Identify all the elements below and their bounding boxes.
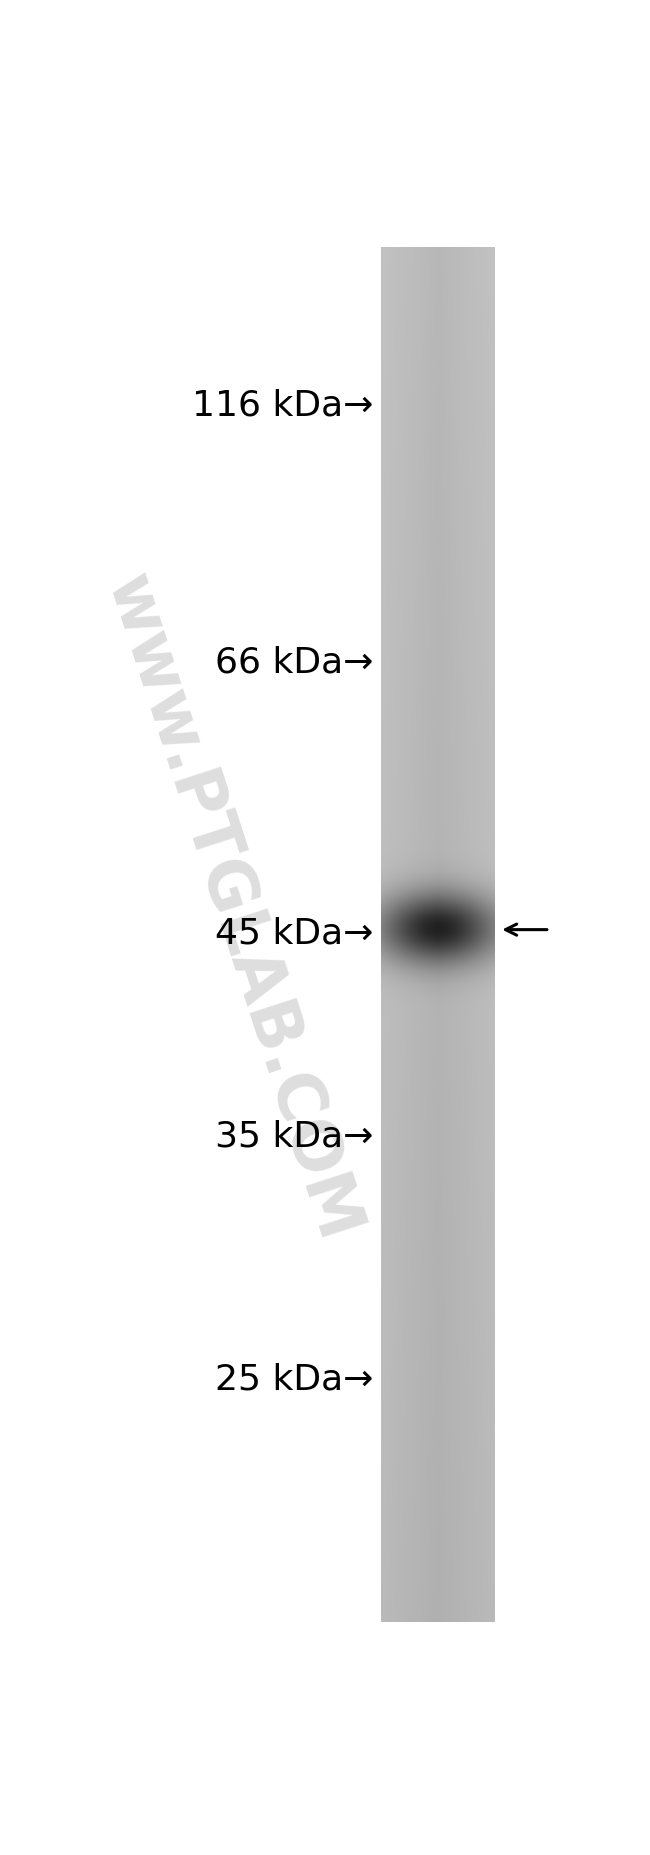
- Text: 25 kDa→: 25 kDa→: [215, 1363, 373, 1397]
- Text: 66 kDa→: 66 kDa→: [215, 646, 373, 679]
- Text: 45 kDa→: 45 kDa→: [215, 916, 373, 952]
- Text: 35 kDa→: 35 kDa→: [215, 1120, 373, 1154]
- Text: 116 kDa→: 116 kDa→: [192, 388, 373, 423]
- Text: www.PTGLAB.COM: www.PTGLAB.COM: [94, 566, 371, 1250]
